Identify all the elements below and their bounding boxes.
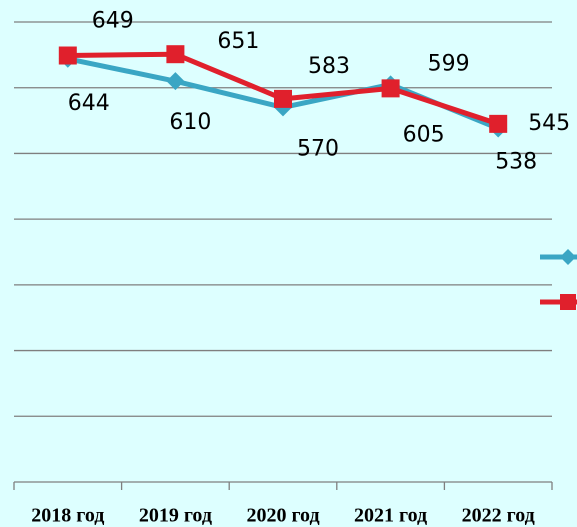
data-label: 583	[308, 54, 350, 79]
marker	[166, 45, 185, 64]
marker	[58, 46, 77, 65]
data-label: 538	[495, 149, 537, 174]
legend-marker	[560, 249, 576, 265]
data-label: 570	[297, 136, 339, 161]
data-label: 644	[68, 91, 110, 116]
data-label: 649	[92, 9, 134, 34]
data-label: 610	[169, 110, 211, 135]
marker	[381, 79, 400, 98]
data-label: 605	[403, 122, 445, 147]
marker	[489, 114, 508, 133]
legend-marker	[560, 294, 576, 310]
data-label: 651	[217, 29, 259, 54]
data-label: 545	[528, 111, 570, 136]
x-tick-label: 2018 год	[31, 505, 104, 527]
x-tick-label: 2021 год	[354, 505, 427, 527]
x-tick-label: 2019 год	[139, 505, 212, 527]
marker	[166, 72, 185, 91]
x-tick-label: 2022 год	[462, 505, 535, 527]
marker	[274, 89, 292, 108]
x-tick-label: 2020 год	[246, 505, 319, 527]
data-label: 599	[428, 51, 470, 76]
